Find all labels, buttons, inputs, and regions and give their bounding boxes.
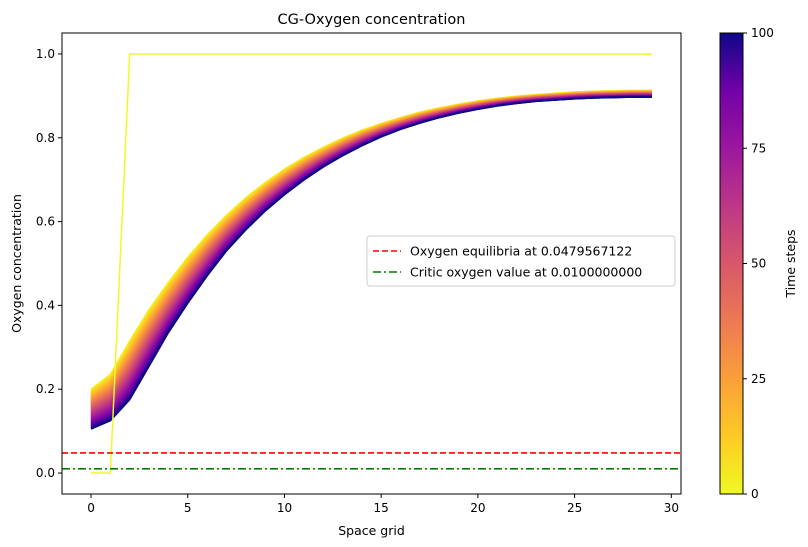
curves <box>90 53 652 474</box>
colorbar-tick-label: 75 <box>751 141 766 155</box>
plot-frame <box>61 32 682 495</box>
reference-lines <box>62 452 681 470</box>
legend-label-critic: Critic oxygen value at 0.0100000000 <box>410 265 642 280</box>
y-tick-label: 0.0 <box>36 466 55 480</box>
y-tick-label: 1.0 <box>36 47 55 61</box>
x-axis: 0 5 10 15 20 25 30 <box>87 494 679 515</box>
x-tick-label: 5 <box>184 501 192 515</box>
colorbar-tick-label: 100 <box>751 26 774 40</box>
colorbar-gradient <box>719 32 744 495</box>
colorbar-tick-label: 50 <box>751 257 766 271</box>
colorbar: 0 25 50 75 100 Time steps <box>719 26 798 501</box>
legend-box <box>366 235 676 287</box>
colorbar-ticks: 0 25 50 75 100 <box>743 26 774 501</box>
x-tick-label: 30 <box>664 501 679 515</box>
y-axis: 0.0 0.2 0.4 0.6 0.8 1.0 <box>36 47 62 480</box>
curve-t100 <box>90 96 652 430</box>
chart-title: CG-Oxygen concentration <box>278 12 466 28</box>
x-tick-label: 25 <box>567 501 582 515</box>
colorbar-label: Time steps <box>783 229 798 298</box>
x-tick-label: 10 <box>277 501 292 515</box>
x-tick-label: 0 <box>87 501 95 515</box>
x-tick-label: 15 <box>374 501 389 515</box>
x-axis-label: Space grid <box>338 523 405 538</box>
y-tick-label: 0.6 <box>36 215 55 229</box>
curve-t0 <box>91 53 652 474</box>
y-tick-label: 0.4 <box>36 298 55 312</box>
y-tick-label: 0.8 <box>36 131 55 145</box>
legend: Oxygen equilibria at 0.0479567122 Critic… <box>366 235 676 287</box>
x-tick-label: 20 <box>470 501 485 515</box>
colorbar-tick-label: 25 <box>751 372 766 386</box>
colorbar-tick-label: 0 <box>751 487 759 501</box>
y-axis-label: Oxygen concentration <box>9 194 24 333</box>
legend-label-equilibria: Oxygen equilibria at 0.0479567122 <box>410 244 632 259</box>
y-tick-label: 0.2 <box>36 382 55 396</box>
